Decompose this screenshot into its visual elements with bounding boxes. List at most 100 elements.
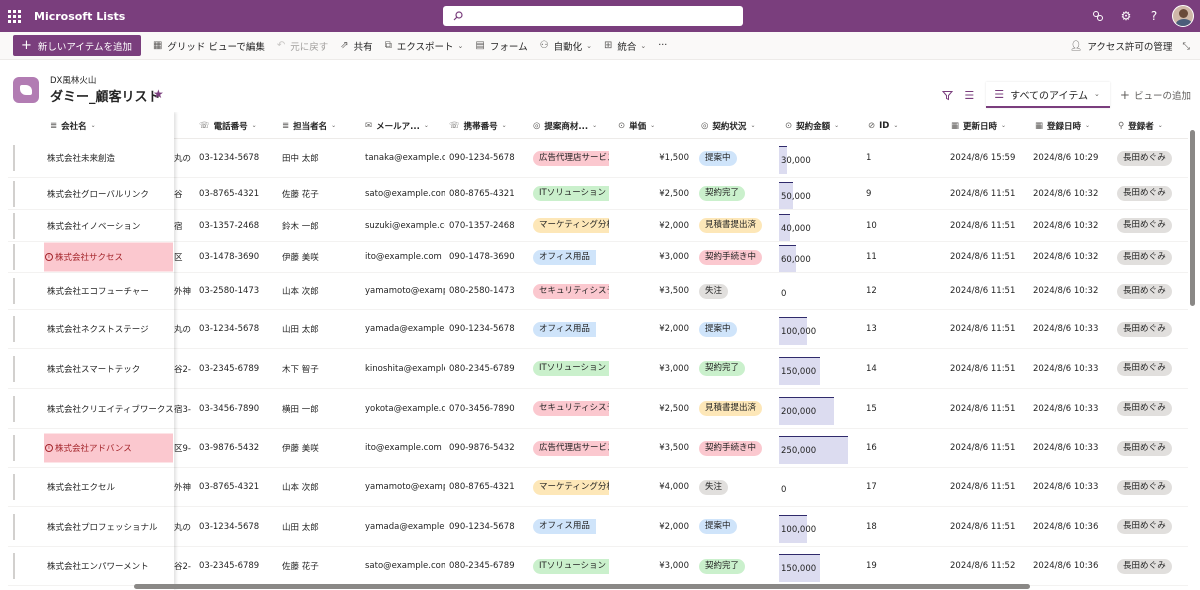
cell-company[interactable]: 株式会社エコフューチャー	[8, 273, 174, 310]
cell-contact[interactable]: 山本 次郎	[282, 468, 362, 506]
grid-edit-button[interactable]: ▦ グリッド ビューで編集	[152, 40, 265, 53]
cell-status[interactable]: 提案中	[699, 507, 779, 546]
cell-contact[interactable]: 木下 智子	[282, 349, 362, 388]
cell-company[interactable]: i 株式会社サクセス	[8, 242, 174, 273]
cell-status[interactable]: 提案中	[699, 139, 779, 177]
column-header-company[interactable]: ≣ 会社名 ⌄	[50, 120, 96, 132]
cell-mobile[interactable]: 080-8765-4321	[449, 468, 529, 506]
integrate-button[interactable]: ⊞ 統合 ⌄	[603, 40, 647, 53]
cell-mobile[interactable]: 080-2580-1473	[449, 273, 529, 309]
gear-icon[interactable]: ⚙	[1120, 9, 1132, 23]
cell-company[interactable]: 株式会社エンパワーメント	[8, 547, 174, 586]
cell-created[interactable]: 2024/8/6 10:36	[1033, 547, 1113, 585]
cell-price[interactable]: ¥3,000	[618, 547, 689, 585]
cell-email[interactable]: sato@example.com	[365, 178, 445, 209]
cell-phone[interactable]: 03-8765-4321	[199, 468, 279, 506]
cell-modified[interactable]: 2024/8/6 11:51	[950, 349, 1030, 388]
cell-contact[interactable]: 佐藤 花子	[282, 547, 362, 585]
cell-mobile[interactable]: 080-8765-4321	[449, 178, 529, 209]
cell-phone[interactable]: 03-1478-3690	[199, 242, 279, 272]
app-launcher-icon[interactable]	[0, 0, 28, 32]
cell-amount[interactable]: 60,000	[778, 242, 862, 272]
cell-created[interactable]: 2024/8/6 10:33	[1033, 468, 1113, 506]
column-header-amount[interactable]: ⊙ 契約金額 ⌄	[785, 120, 840, 132]
column-header-id[interactable]: ⊘ ID ⌄	[868, 120, 899, 131]
row-selector[interactable]	[13, 435, 15, 461]
cell-status[interactable]: 契約手続き中	[699, 429, 779, 467]
cell-price[interactable]: ¥2,500	[618, 178, 689, 209]
cell-price[interactable]: ¥3,000	[618, 242, 689, 272]
horizontal-scrollbar[interactable]	[134, 584, 1030, 589]
cell-id[interactable]: 13	[866, 310, 926, 348]
cell-modified[interactable]: 2024/8/6 11:51	[950, 242, 1030, 272]
cell-author[interactable]: 長田めぐみ	[1117, 468, 1187, 506]
cell-company[interactable]: 株式会社エクセル	[8, 468, 174, 507]
row-selector[interactable]	[13, 395, 15, 422]
cell-modified[interactable]: 2024/8/6 11:51	[950, 310, 1030, 348]
cell-product[interactable]: オフィス用品	[533, 507, 609, 546]
cell-created[interactable]: 2024/8/6 10:32	[1033, 273, 1113, 309]
cell-status[interactable]: 失注	[699, 273, 779, 309]
cell-amount[interactable]: 30,000	[778, 139, 862, 177]
cell-author[interactable]: 長田めぐみ	[1117, 139, 1187, 177]
cell-status[interactable]: 失注	[699, 468, 779, 506]
cell-author[interactable]: 長田めぐみ	[1117, 547, 1187, 585]
cell-phone[interactable]: 03-2345-6789	[199, 547, 279, 585]
cell-modified[interactable]: 2024/8/6 11:52	[950, 547, 1030, 585]
cell-email[interactable]: yamamoto@examp...	[365, 273, 445, 309]
cell-created[interactable]: 2024/8/6 10:33	[1033, 389, 1113, 428]
cell-product[interactable]: 広告代理店サービス	[533, 429, 609, 467]
cell-modified[interactable]: 2024/8/6 11:51	[950, 389, 1030, 428]
row-selector[interactable]	[13, 316, 15, 342]
search-input[interactable]	[443, 6, 743, 26]
cell-modified[interactable]: 2024/8/6 11:51	[950, 210, 1030, 241]
row-selector[interactable]	[13, 212, 15, 239]
cell-amount[interactable]: 100,000	[778, 310, 862, 348]
cell-price[interactable]: ¥4,000	[618, 468, 689, 506]
cell-status[interactable]: 見積書提出済	[699, 210, 779, 241]
cell-phone[interactable]: 03-1234-5678	[199, 310, 279, 348]
cell-product[interactable]: ITソリューション	[533, 349, 609, 388]
cell-contact[interactable]: 山田 太郎	[282, 310, 362, 348]
cell-amount[interactable]: 200,000	[778, 389, 862, 428]
more-button[interactable]: ···	[658, 40, 668, 51]
column-header-price[interactable]: ⊙ 単価 ⌄	[618, 120, 656, 132]
cell-author[interactable]: 長田めぐみ	[1117, 273, 1187, 309]
cell-status[interactable]: 契約完了	[699, 178, 779, 209]
cell-author[interactable]: 長田めぐみ	[1117, 349, 1187, 388]
cell-contact[interactable]: 横田 一郎	[282, 389, 362, 428]
cell-company[interactable]: 株式会社ネクストステージ	[8, 310, 174, 349]
cell-product[interactable]: マーケティング分析	[533, 468, 609, 506]
cell-status[interactable]: 契約完了	[699, 349, 779, 388]
row-selector[interactable]	[13, 513, 15, 540]
column-header-mobile[interactable]: ☏ 携帯番号 ⌄	[449, 120, 507, 132]
cell-company[interactable]: i 株式会社アドバンス	[8, 429, 174, 468]
cell-product[interactable]: オフィス用品	[533, 310, 609, 348]
cell-amount[interactable]: 0	[778, 468, 862, 506]
cell-email[interactable]: sato@example.com	[365, 547, 445, 585]
cell-id[interactable]: 10	[866, 210, 926, 241]
cell-company[interactable]: 株式会社イノベーション	[8, 210, 174, 242]
cell-created[interactable]: 2024/8/6 10:32	[1033, 210, 1113, 241]
new-item-button[interactable]: + 新しいアイテムを追加	[13, 35, 141, 56]
cell-email[interactable]: ito@example.com	[365, 242, 445, 272]
cell-mobile[interactable]: 090-9876-5432	[449, 429, 529, 467]
cell-price[interactable]: ¥2,500	[618, 389, 689, 428]
filter-icon[interactable]	[936, 82, 958, 108]
cell-modified[interactable]: 2024/8/6 11:51	[950, 429, 1030, 467]
cell-created[interactable]: 2024/8/6 10:36	[1033, 507, 1113, 546]
cell-amount[interactable]: 150,000	[778, 349, 862, 388]
row-selector[interactable]	[13, 355, 15, 382]
cell-created[interactable]: 2024/8/6 10:32	[1033, 178, 1113, 209]
share-link-icon[interactable]	[1084, 0, 1112, 32]
cell-email[interactable]: yokota@example.co...	[365, 389, 445, 428]
add-view-button[interactable]: + ビューの追加	[1119, 88, 1191, 102]
cell-product[interactable]: オフィス用品	[533, 242, 609, 272]
cell-address[interactable]: 谷	[174, 178, 196, 209]
horizontal-scrollbar-track[interactable]	[8, 584, 1188, 590]
cell-contact[interactable]: 田中 太郎	[282, 139, 362, 177]
cell-mobile[interactable]: 070-3456-7890	[449, 389, 529, 428]
cell-phone[interactable]: 03-1234-5678	[199, 507, 279, 546]
cell-phone[interactable]: 03-1234-5678	[199, 139, 279, 177]
cell-contact[interactable]: 鈴木 一郎	[282, 210, 362, 241]
